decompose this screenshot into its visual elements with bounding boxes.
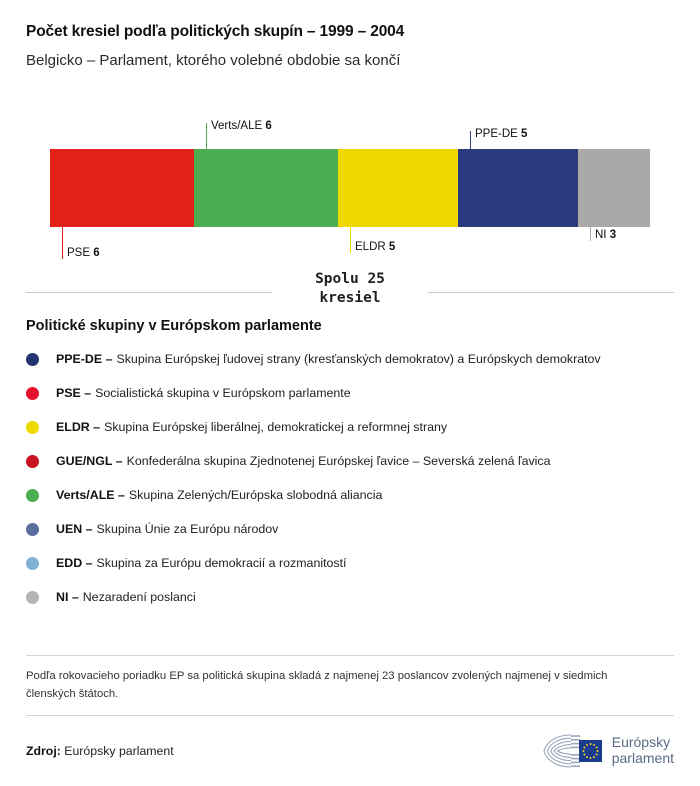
source-label: Zdroj: bbox=[26, 744, 61, 758]
legend-color-dot bbox=[26, 522, 39, 536]
legend-item-desc: Skupina Zelených/Európska slobodná alian… bbox=[128, 488, 383, 503]
callout-text: ELDR 5 bbox=[355, 241, 396, 254]
legend-item-desc: Skupina Európskej liberálnej, demokratic… bbox=[104, 420, 448, 435]
source-text: Zdroj: Európsky parlament bbox=[26, 744, 174, 758]
stacked-bar bbox=[50, 149, 650, 228]
legend-item-abbr: NI – bbox=[56, 590, 79, 605]
legend-color-dot bbox=[26, 454, 39, 468]
callout-line bbox=[206, 123, 207, 150]
legend-list: PPE-DE – Skupina Európskej ľudovej strany… bbox=[26, 342, 674, 614]
callout-line bbox=[62, 227, 63, 260]
legend-color-dot bbox=[26, 386, 39, 400]
legend-item-abbr: PPE-DE – bbox=[56, 352, 113, 367]
legend-item: PPE-DE – Skupina Európskej ľudovej strany… bbox=[26, 342, 674, 376]
footer: Podľa rokovacieho poriadku EP sa politic… bbox=[26, 654, 674, 786]
legend-item: UEN – Skupina Únie za Európu národov bbox=[26, 512, 674, 546]
chart-subtitle: Belgicko – Parlament, ktorého volebné ob… bbox=[26, 52, 401, 70]
callout-seats: 5 bbox=[388, 241, 396, 254]
total-seats-label: Spolu 25 kresiel bbox=[0, 270, 700, 307]
legend-item-abbr: PSE – bbox=[56, 386, 92, 401]
legend-item-desc: Konfederálna skupina Zjednotenej Európsk… bbox=[126, 454, 551, 469]
callout-seats: 6 bbox=[265, 120, 272, 133]
ep-logo-text: Európsky parlament bbox=[612, 735, 674, 766]
source-value: Európsky parlament bbox=[64, 744, 174, 758]
footer-divider-bottom bbox=[26, 715, 674, 716]
legend-item-abbr: UEN – bbox=[56, 522, 93, 537]
legend-item-desc: Skupina Európskej ľudovej strany (kresťa… bbox=[116, 352, 601, 367]
legend-color-dot bbox=[26, 590, 39, 604]
bar-segment-pse bbox=[50, 149, 194, 228]
total-seats-line1: Spolu 25 bbox=[315, 271, 385, 288]
callout-line bbox=[590, 227, 591, 242]
footnote: Podľa rokovacieho poriadku EP sa politic… bbox=[26, 669, 608, 700]
footer-divider-top bbox=[26, 654, 674, 656]
callout-text: PSE 6 bbox=[67, 247, 100, 260]
chart-title: Počet kresiel podľa politických skupín –… bbox=[26, 23, 405, 40]
ep-logo-line1: Európsky bbox=[611, 734, 671, 751]
ep-logo-line2: parlament bbox=[611, 750, 674, 766]
legend-item: NI – Nezaradení poslanci bbox=[26, 580, 674, 614]
callout-seats: 3 bbox=[609, 229, 617, 242]
legend-color-dot bbox=[26, 352, 39, 366]
stacked-bar-chart: PSE 6 Verts/ALE 6 ELDR 5 PPE-DE 5 NI 3 bbox=[0, 119, 700, 264]
legend-color-dot bbox=[26, 420, 39, 434]
european-parliament-logo: Európsky parlament bbox=[541, 731, 674, 771]
legend-color-dot bbox=[26, 556, 39, 570]
callout-line bbox=[470, 131, 471, 150]
legend-color-dot bbox=[26, 488, 39, 502]
legend-item-abbr: Verts/ALE – bbox=[56, 488, 125, 503]
callout-text: NI 3 bbox=[595, 229, 617, 242]
total-seats-line2: kresiel bbox=[319, 289, 381, 306]
callout-text: PPE-DE 5 bbox=[475, 128, 528, 141]
legend-item: PSE – Socialistická skupina v Európskom p… bbox=[26, 376, 674, 410]
legend-item-abbr: ELDR – bbox=[56, 420, 101, 435]
bar-segment-verts-ale bbox=[194, 149, 338, 228]
total-rule-right bbox=[428, 292, 674, 294]
legend-item-abbr: GUE/NGL – bbox=[56, 454, 123, 469]
legend-item-abbr: EDD – bbox=[56, 556, 93, 571]
legend-item-desc: Skupina za Európu demokracií a rozmanito… bbox=[96, 556, 347, 571]
callout-seats: 6 bbox=[93, 247, 100, 260]
bar-segment-ni bbox=[578, 149, 650, 228]
callout-text: Verts/ALE 6 bbox=[211, 120, 272, 133]
hemicycle-icon bbox=[543, 734, 602, 768]
total-rule-left bbox=[26, 292, 272, 294]
total-seats-block: Spolu 25 kresiel bbox=[0, 270, 700, 316]
legend-item: ELDR – Skupina Európskej liberálnej, demo… bbox=[26, 410, 674, 444]
legend-item-desc: Skupina Únie za Európu národov bbox=[96, 522, 279, 537]
legend-item: Verts/ALE – Skupina Zelených/Európska slo… bbox=[26, 478, 674, 512]
bar-segment-ppe-de bbox=[458, 149, 578, 228]
legend-item: EDD – Skupina za Európu demokracií a rozm… bbox=[26, 546, 674, 580]
callout-line bbox=[350, 227, 351, 254]
legend-item-desc: Nezaradení poslanci bbox=[82, 590, 196, 605]
header: Počet kresiel podľa politických skupín –… bbox=[0, 0, 700, 71]
eu-flag-icon bbox=[578, 740, 602, 762]
bar-segment-eldr bbox=[338, 149, 458, 228]
legend: Politické skupiny v Európskom parlamente… bbox=[0, 318, 700, 614]
legend-item-desc: Socialistická skupina v Európskom parlam… bbox=[95, 386, 351, 401]
source-row: Zdroj: Európsky parlament bbox=[26, 716, 674, 786]
legend-title: Politické skupiny v Európskom parlamente bbox=[26, 318, 322, 335]
callout-seats: 5 bbox=[521, 128, 528, 141]
legend-item: GUE/NGL – Konfederálna skupina Zjednotene… bbox=[26, 444, 674, 478]
